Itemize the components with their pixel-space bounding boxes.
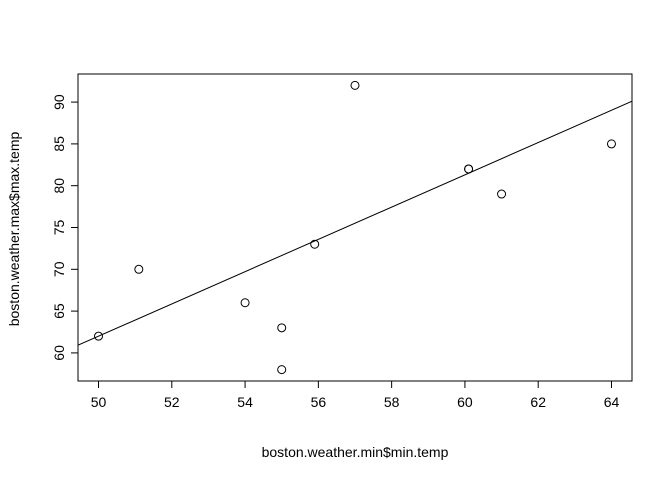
data-point [350,80,360,90]
data-point [464,164,474,174]
x-tick-label: 62 [530,394,546,410]
x-tick-label: 50 [91,394,107,410]
y-tick-label: 60 [51,345,67,361]
regression-line [78,100,632,346]
data-point [240,298,250,308]
y-tick-label: 70 [51,261,67,277]
data-point [277,365,287,375]
y-tick-label: 65 [51,303,67,319]
x-tick-label: 54 [237,394,253,410]
x-tick-label: 64 [604,394,620,410]
x-tick-label: 52 [164,394,180,410]
y-tick-label: 80 [51,178,67,194]
x-axis-label: boston.weather.min$min.temp [262,444,449,460]
x-tick-label: 56 [311,394,327,410]
data-point [606,139,616,149]
plot-area: 50 52 54 56 58 60 62 64 60 65 70 75 80 85 90 [51,73,633,410]
data-point [94,331,104,341]
y-tick-label: 85 [51,136,67,152]
x-tick-label: 58 [384,394,400,410]
y-tick-label: 90 [51,94,67,110]
plot-frame [77,73,633,382]
y-tick-label: 75 [51,220,67,236]
data-point [310,239,320,249]
x-tick-label: 60 [457,394,473,410]
data-point [497,189,507,199]
y-axis-label: boston.weather.max$max.temp [6,132,22,327]
data-point [134,264,144,274]
data-point [277,323,287,333]
